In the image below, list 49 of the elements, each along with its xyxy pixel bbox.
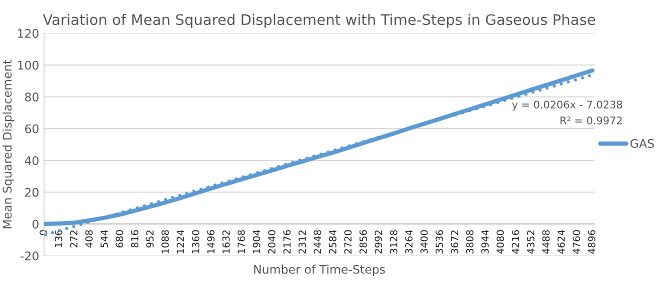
y-tick-label: 120 (18, 28, 39, 38)
y-tick-label: 40 (24, 156, 39, 166)
x-tick-label: 3400 (420, 230, 428, 254)
annotation: y = 0.0206x - 7.0238 (512, 100, 622, 111)
x-tick-label: 2992 (374, 230, 382, 254)
x-tick-label: 680 (116, 230, 124, 248)
x-tick-label: 3672 (450, 230, 458, 254)
y-tick-label: 100 (18, 60, 39, 70)
legend-label: GAS (630, 138, 654, 148)
y-axis-title: Mean Squared Displacement (2, 60, 14, 228)
x-axis-title: Number of Time-Steps (254, 264, 385, 276)
x-tick-label: 2448 (314, 230, 322, 254)
x-tick-label: 4896 (588, 230, 596, 254)
x-tick-label: 1496 (207, 230, 215, 254)
x-tick-label: 4760 (572, 230, 580, 254)
x-tick-label: 1904 (252, 230, 260, 254)
x-tick-label: 1088 (161, 230, 169, 254)
y-tick-label: 60 (25, 124, 39, 134)
x-tick-label: 2176 (283, 230, 291, 254)
x-tick-label: 4080 (496, 230, 504, 254)
chart-title: Variation of Mean Squared Displacement with Time-Steps in Gaseous Phase (42, 14, 596, 28)
x-tick-label: 3808 (466, 230, 474, 254)
x-tick-label: 2584 (329, 230, 336, 254)
x-tick-label: 3264 (405, 230, 413, 254)
x-tick-label: 2040 (268, 230, 276, 254)
x-tick-label: 1224 (176, 230, 184, 254)
x-tick-label: 3536 (436, 230, 444, 254)
x-tick-label: 1768 (238, 230, 245, 254)
x-tick-label: 2720 (344, 230, 352, 254)
x-tick-label: 4488 (542, 230, 550, 254)
y-tick-label: 0 (32, 220, 39, 229)
x-tick-label: 408 (85, 230, 93, 248)
x-tick-label: 2856 (359, 230, 367, 254)
x-tick-label: 3128 (390, 230, 398, 254)
x-tick-label: 1632 (222, 230, 230, 254)
y-tick-label: 20 (25, 188, 39, 197)
x-tick-label: 1360 (192, 230, 200, 254)
x-tick-label: 4624 (558, 230, 565, 254)
y-tick-label: 80 (25, 92, 39, 102)
annotation: R² = 0.9972 (560, 116, 622, 124)
x-tick-label: 4352 (527, 230, 534, 254)
x-tick-label: 952 (146, 230, 154, 248)
y-tick-label: -20 (20, 251, 39, 260)
x-tick-label: 272 (70, 230, 78, 248)
x-tick-label: 3944 (481, 230, 489, 254)
x-tick-label: 2312 (298, 230, 306, 254)
x-tick-label: 816 (131, 230, 138, 248)
x-tick-label: 4216 (512, 230, 520, 254)
x-tick-label: 544 (100, 230, 108, 248)
